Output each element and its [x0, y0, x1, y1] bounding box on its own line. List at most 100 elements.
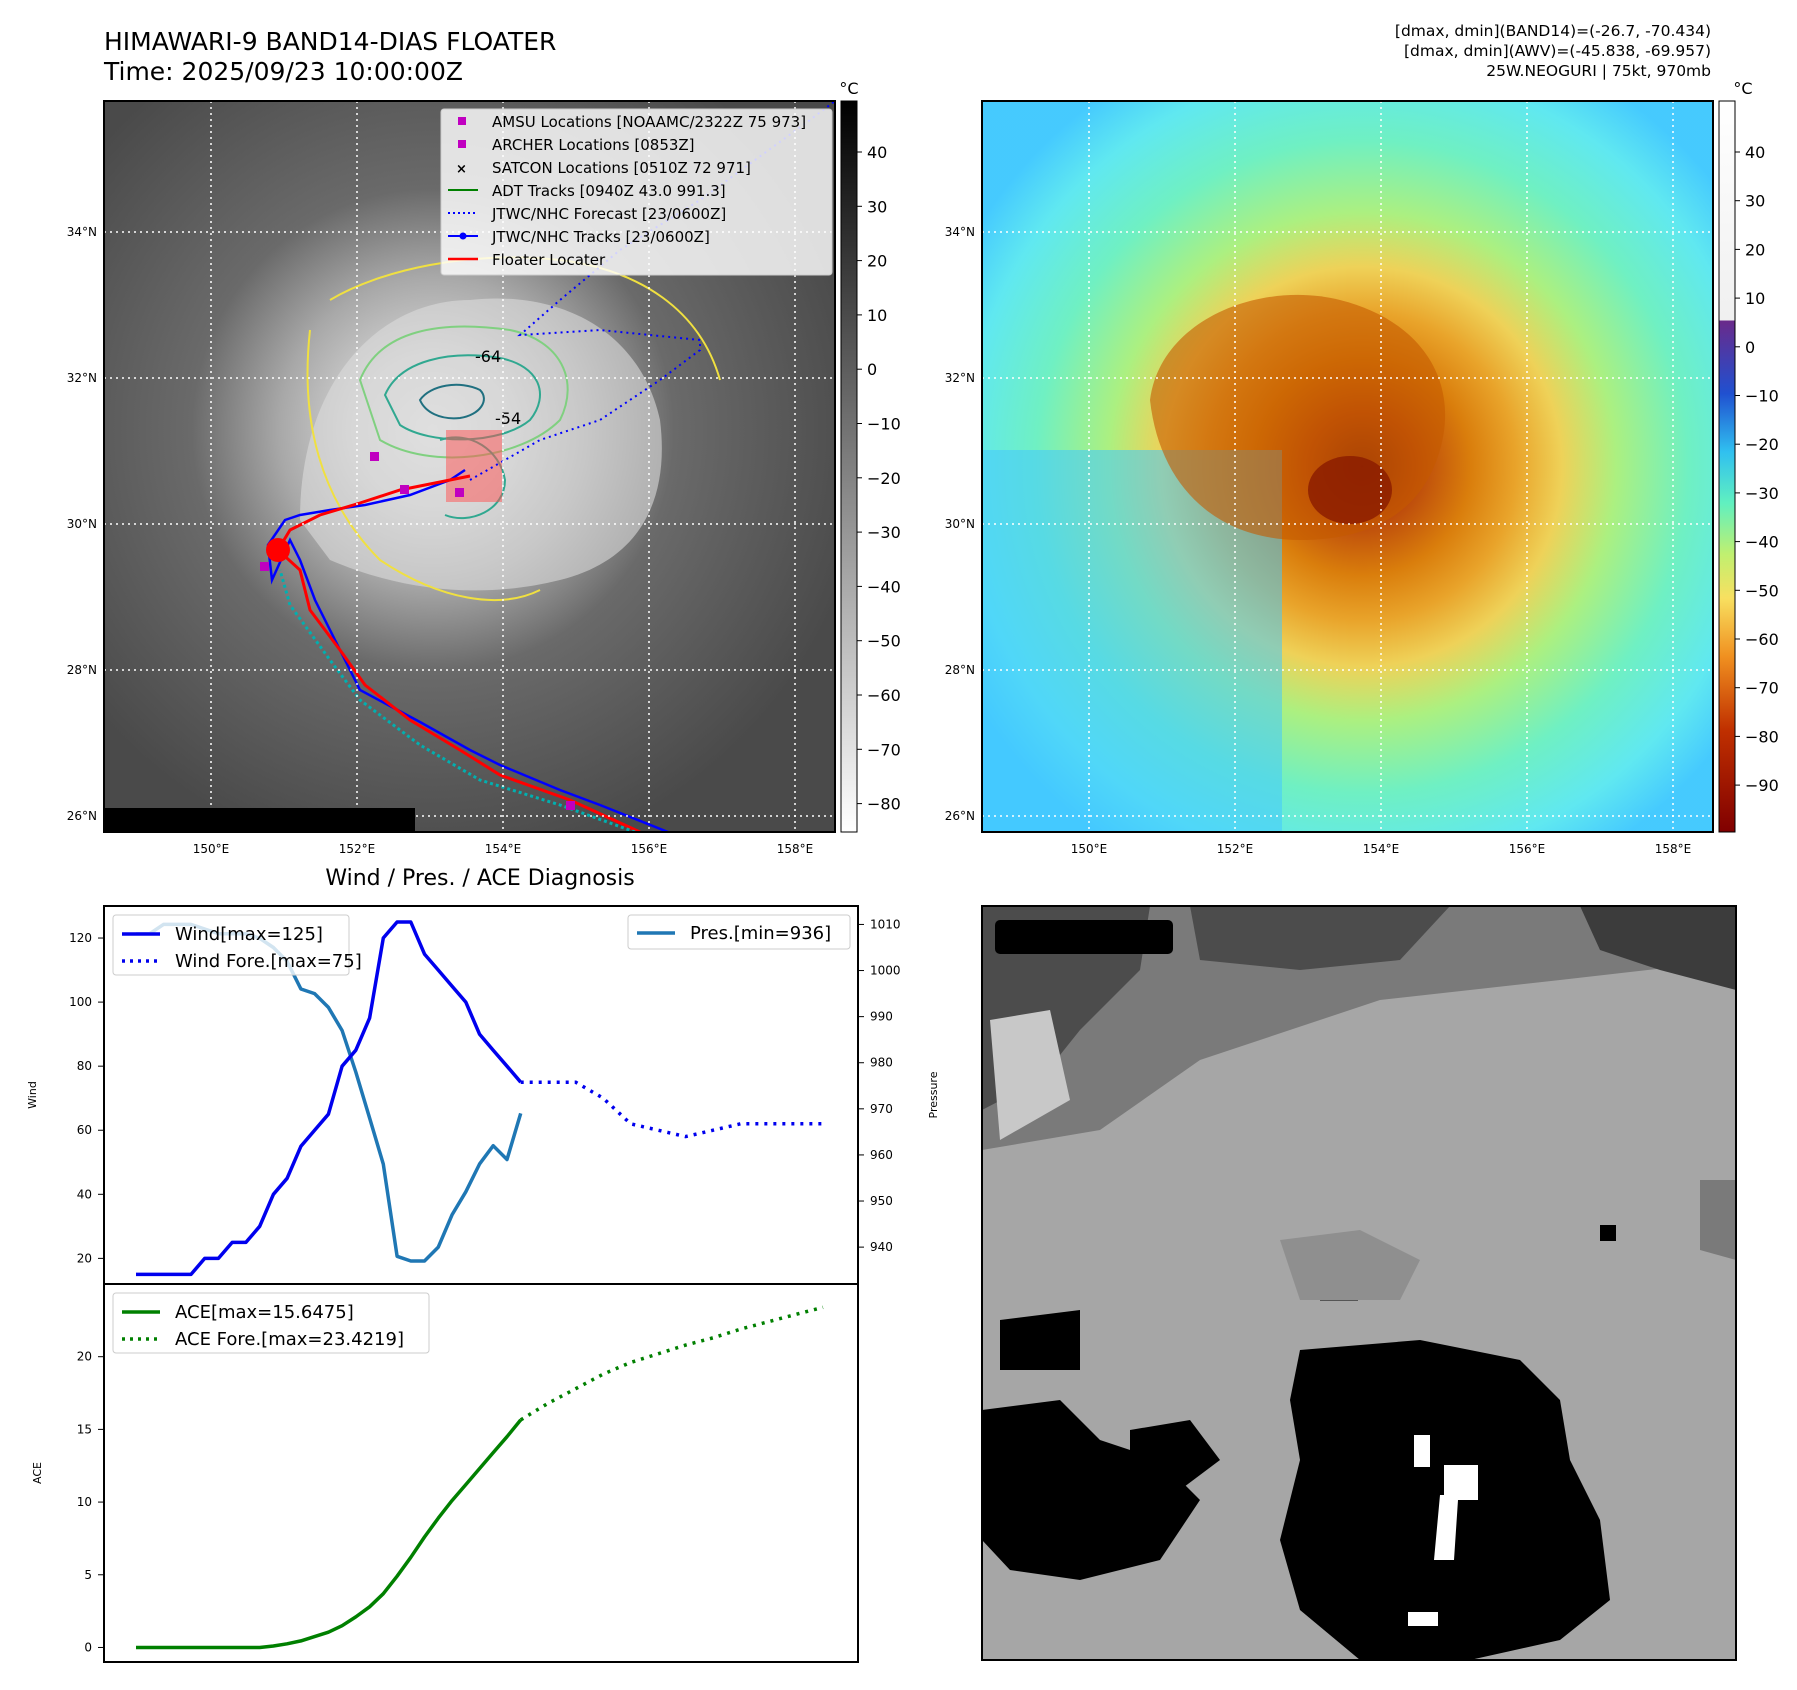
ir-lon-156: 156°E [631, 842, 668, 856]
awv-colorbar-tick-label: 20 [1745, 240, 1765, 259]
wind-axis-tick-label: 80 [77, 1059, 92, 1073]
pressure-axis-label: Pressure [927, 1071, 940, 1118]
figure-time: Time: 2025/09/23 10:00:00Z [104, 57, 463, 86]
ir-lat-26: 26°N [67, 809, 97, 823]
awv-map-panel: 34°N 32°N 30°N 28°N 26°N 150°E 152°E 154… [945, 100, 1714, 856]
ir-lon-152: 152°E [339, 842, 376, 856]
awv-colorbar-tick-label: −10 [1745, 387, 1779, 406]
info-storm-summary: 25W.NEOGURI | 75kt, 970mb [1486, 62, 1711, 80]
ir-map-frame [103, 100, 836, 833]
ir-lat-labels: 34°N 32°N 30°N 28°N 26°N [67, 225, 97, 823]
wmg-frame [981, 905, 1737, 1661]
ace-chart: ACE 0 5 10 15 20 ACE[max=15.6475] ACE Fore.[… [31, 1283, 859, 1663]
ir-colorbar: °C 40 30 20 10 0 −10 −20 −30 −40 −50 −60 −70 −80 [839, 79, 901, 833]
pressure-legend-label: Pres.[min=936] [690, 923, 831, 944]
legend-satcon: SATCON Locations [0510Z 72 971] [492, 159, 751, 177]
awv-colorbar-tick-label: 40 [1745, 143, 1765, 162]
awv-lat-28: 28°N [945, 663, 975, 677]
awv-colorbar-tick-label: 0 [1745, 338, 1755, 357]
legend-floater: Floater Locater [492, 251, 606, 269]
legend-archer: ARCHER Locations [0853Z] [492, 136, 695, 154]
ir-lon-158: 158°E [777, 842, 814, 856]
wind-axis-tick-label: 120 [69, 931, 92, 945]
ir-lat-28: 28°N [67, 663, 97, 677]
pressure-axis-tick-label: 980 [870, 1056, 893, 1070]
ir-colorbar-tick-label: −80 [867, 795, 901, 814]
floater-origin-marker [266, 538, 290, 562]
awv-colorbar-tick-label: 10 [1745, 289, 1765, 308]
ace-legend: ACE[max=15.6475] ACE Fore.[max=23.4219] [112, 1292, 430, 1354]
ir-cloud-features: -64 -54 [260, 101, 835, 832]
ir-colorbar-unit: °C [839, 79, 858, 98]
ace-series-line [136, 1418, 523, 1650]
ir-colorbar-tick-label: −10 [867, 415, 901, 434]
awv-lat-26: 26°N [945, 809, 975, 823]
ir-colorbar-tick-label: 20 [867, 252, 887, 271]
jtwc-track [266, 468, 669, 832]
awv-colorbar-tick-label: −90 [1745, 776, 1779, 795]
awv-colorbar-tick-label: −50 [1745, 581, 1779, 600]
ir-colorbar-tick-label: −70 [867, 740, 901, 759]
awv-grid [982, 101, 1713, 832]
awv-lon-152: 152°E [1217, 842, 1254, 856]
ir-colorbar-tick-label: −50 [867, 632, 901, 651]
archer-markers [260, 452, 575, 810]
ir-legend: AMSU Locations [NOAAMC/2322Z 75 973] ARC… [440, 108, 833, 276]
ir-lon-labels: 150°E 152°E 154°E 156°E 158°E [193, 842, 814, 856]
ir-colorbar-tick-label: 30 [867, 197, 887, 216]
awv-lon-156: 156°E [1509, 842, 1546, 856]
floater-box [446, 430, 502, 502]
ace-fore-legend-label: ACE Fore.[max=23.4219] [175, 1329, 404, 1350]
wind-pressure-chart: Wind Pressure 20 40 60 80 100 120 940 950 960 97… [26, 905, 940, 1285]
wmg-count-label: WMG Count: 0 [1003, 927, 1156, 949]
ir-colorbar-tick-label: −30 [867, 523, 901, 542]
legend-forecast: JTWC/NHC Forecast [23/0600Z] [491, 205, 726, 223]
awv-colorbar-tick-label: 30 [1745, 192, 1765, 211]
ace-axis-tick-label: 5 [84, 1568, 92, 1582]
awv-lon-labels: 150°E 152°E 154°E 156°E 158°E [1071, 842, 1692, 856]
ir-lat-34: 34°N [67, 225, 97, 239]
ir-colorbar-tick-label: −60 [867, 686, 901, 705]
ace-forecast-series-line [519, 1305, 824, 1422]
awv-colorbar-tick-label: −70 [1745, 679, 1779, 698]
ir-lon-150: 150°E [193, 842, 230, 856]
ace-axis-tick-label: 15 [77, 1422, 92, 1436]
awv-lat-34: 34°N [945, 225, 975, 239]
ace-axis-tick-label: 0 [84, 1640, 92, 1654]
pressure-axis-tick-label: 1010 [870, 917, 901, 931]
satcon-legend-icon: × [456, 162, 467, 177]
awv-lon-154: 154°E [1363, 842, 1400, 856]
awv-colorbar-tick-label: −40 [1745, 533, 1779, 552]
awv-map-frame [981, 100, 1714, 833]
amsu-legend-icon [458, 117, 466, 125]
wind-axis-tick-label: 20 [77, 1251, 92, 1265]
pressure-axis-tick-label: 970 [870, 1102, 893, 1116]
diagnosis-title: Wind / Pres. / ACE Diagnosis [325, 866, 634, 891]
info-awv-range: [dmax, dmin](AWV)=(-45.838, -69.957) [1404, 42, 1711, 60]
awv-colorbar-tick-label: −30 [1745, 484, 1779, 503]
wind-legend: Wind[max=125] Wind Fore.[max=75] [112, 914, 362, 976]
pressure-axis-tick-label: 960 [870, 1148, 893, 1162]
info-band14-range: [dmax, dmin](BAND14)=(-26.7, -70.434) [1394, 22, 1711, 40]
wmg-count-badge [995, 920, 1173, 954]
wind-legend-label: Wind[max=125] [175, 924, 323, 945]
awv-lat-32: 32°N [945, 371, 975, 385]
pressure-axis-tick-label: 990 [870, 1010, 893, 1024]
wind-axis-tick-label: 40 [77, 1187, 92, 1201]
contour-label-54: -54 [495, 409, 521, 428]
legend-tracks: JTWC/NHC Tracks [23/0600Z] [491, 228, 710, 246]
ace-legend-label: ACE[max=15.6475] [175, 1302, 354, 1323]
awv-colorbar-tick-label: −80 [1745, 727, 1779, 746]
awv-colorbar-unit: °C [1733, 79, 1752, 98]
wind-axis-tick-label: 60 [77, 1123, 92, 1137]
ir-colorbar-tick-label: −40 [867, 577, 901, 596]
pressure-axis-tick-label: 950 [870, 1194, 893, 1208]
archer-legend-icon [458, 140, 466, 148]
copyright-box [104, 808, 415, 832]
awv-lon-158: 158°E [1655, 842, 1692, 856]
ace-axis-tick-label: 10 [77, 1495, 92, 1509]
copyright-text: Copyright © 2020-2025 Dapiya [108, 811, 387, 830]
wind-axis-label: Wind [26, 1081, 39, 1109]
ir-colorbar-tick-label: 10 [867, 306, 887, 325]
